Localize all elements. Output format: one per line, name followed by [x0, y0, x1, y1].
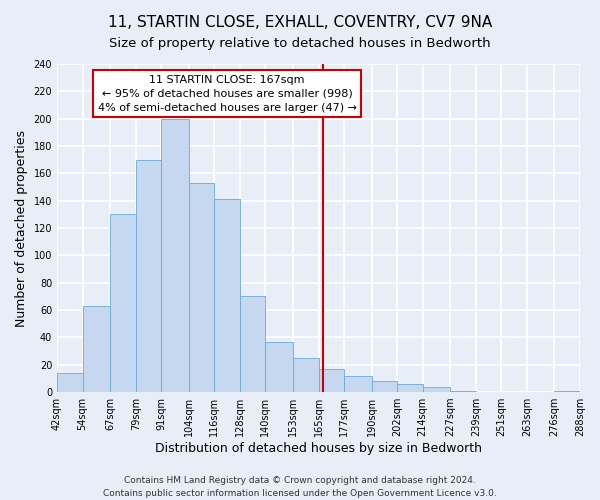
Bar: [319, 369, 344, 392]
Bar: [451, 390, 476, 392]
Bar: [397, 384, 422, 392]
Bar: [83, 306, 110, 392]
Y-axis label: Number of detached properties: Number of detached properties: [15, 130, 28, 326]
Bar: [214, 200, 240, 392]
Text: Contains HM Land Registry data © Crown copyright and database right 2024.
Contai: Contains HM Land Registry data © Crown c…: [103, 476, 497, 498]
Bar: [161, 118, 189, 392]
Bar: [371, 381, 397, 392]
X-axis label: Distribution of detached houses by size in Bedworth: Distribution of detached houses by size …: [155, 442, 482, 455]
Text: Size of property relative to detached houses in Bedworth: Size of property relative to detached ho…: [109, 38, 491, 51]
Text: 11 STARTIN CLOSE: 167sqm
← 95% of detached houses are smaller (998)
4% of semi-d: 11 STARTIN CLOSE: 167sqm ← 95% of detach…: [98, 75, 356, 113]
Bar: [136, 160, 161, 392]
Bar: [554, 390, 580, 392]
Bar: [110, 214, 136, 392]
Bar: [189, 183, 214, 392]
Bar: [57, 373, 83, 392]
Bar: [293, 358, 319, 392]
Bar: [265, 342, 293, 392]
Text: 11, STARTIN CLOSE, EXHALL, COVENTRY, CV7 9NA: 11, STARTIN CLOSE, EXHALL, COVENTRY, CV7…: [108, 15, 492, 30]
Bar: [240, 296, 265, 392]
Bar: [344, 376, 371, 392]
Bar: [422, 386, 451, 392]
